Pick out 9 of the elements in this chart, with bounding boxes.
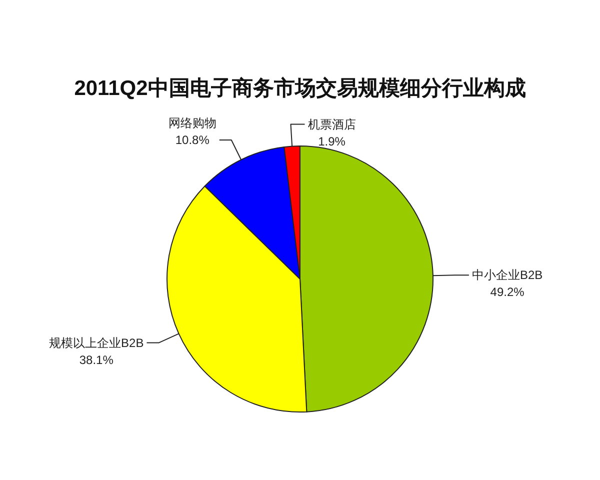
value-label: 10.8% [175, 133, 210, 148]
title: 2011Q2中国电子商务市场交易规模细分行业构成 [74, 77, 526, 100]
category-label: 规模以上企业B2B [49, 336, 144, 350]
category-label: 机票酒店 [308, 117, 356, 132]
value-label: 1.9% [318, 134, 346, 148]
category-label: 中小企业B2B [472, 268, 543, 282]
value-label: 49.2% [490, 285, 524, 300]
category-label: 网络购物 [168, 116, 216, 130]
value-label: 38.1% [79, 352, 114, 367]
